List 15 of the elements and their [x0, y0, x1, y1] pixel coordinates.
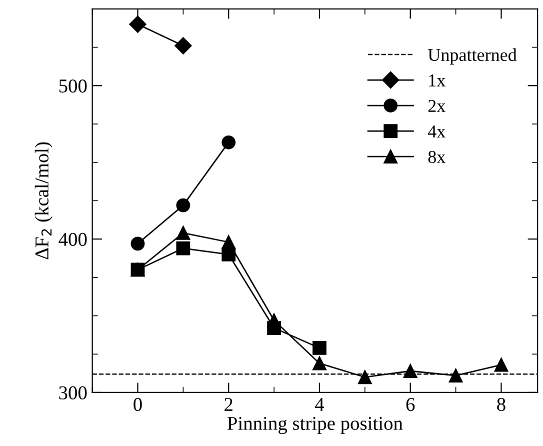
legend-label: 1x	[429, 74, 446, 86]
legend-label: Unpatterned	[428, 48, 517, 65]
x-tick-label: 0	[134, 398, 142, 412]
y-tick-label: 400	[58, 232, 87, 246]
y-tick-label: 300	[59, 386, 87, 400]
x-axis-title: Pinning stripe position	[227, 416, 403, 434]
legend-label: 2x	[428, 100, 446, 112]
y-axis-title: ΔF$_{2}$ (kcal/mol)	[34, 142, 52, 260]
x-tick-label: 2	[224, 398, 232, 411]
x-tick-label: 4	[315, 398, 324, 411]
x-tick-label: 6	[406, 398, 415, 412]
legend-label: 8x	[428, 150, 446, 164]
y-tick-label: 500	[59, 79, 87, 93]
legend-label: 4x	[428, 125, 446, 138]
x-tick-label: 8	[497, 398, 506, 412]
